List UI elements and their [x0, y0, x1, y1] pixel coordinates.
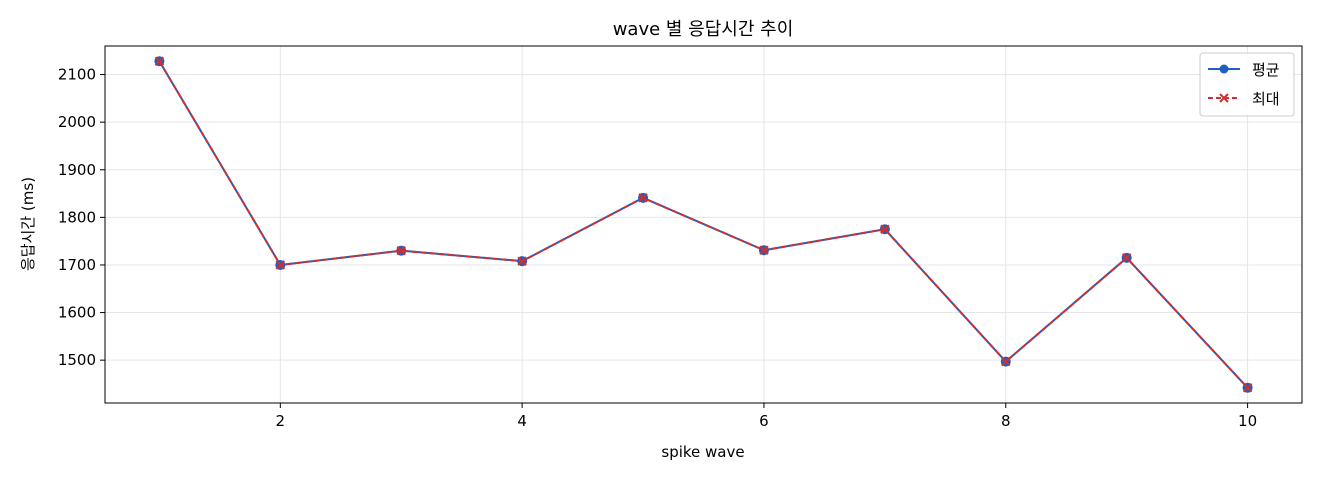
data-point-max [154, 56, 165, 66]
y-tick-label: 1900 [58, 161, 96, 179]
x-tick-label: 2 [276, 412, 286, 430]
x-axis-title: spike wave [661, 443, 744, 461]
x-tick-label: 4 [517, 412, 527, 430]
y-tick-label: 1600 [58, 304, 96, 322]
legend: 평균 최대 [1199, 52, 1295, 117]
data-point-max [1001, 356, 1011, 367]
grid-lines [105, 46, 1302, 403]
y-axis-title: 응답시간 (ms) [19, 177, 37, 271]
y-tick-label: 1500 [58, 351, 96, 369]
legend-marker-avg [1219, 64, 1229, 74]
y-tick-label: 2100 [58, 66, 96, 84]
series-layer [154, 56, 1253, 393]
data-point-max [517, 256, 527, 266]
series-line-avg [158, 60, 1249, 389]
data-point-max [759, 245, 769, 255]
data-point-max [1121, 253, 1132, 263]
y-tick-label: 1700 [58, 256, 96, 274]
data-point-max [880, 224, 890, 234]
legend-marker-max [1219, 93, 1229, 103]
y-tick-label: 1800 [58, 208, 96, 226]
x-tick-label: 8 [1001, 412, 1011, 430]
x-tick-label: 6 [759, 412, 769, 430]
legend-box [1199, 52, 1295, 117]
y-tick-label: 2000 [58, 113, 96, 131]
series-line-max [158, 60, 1249, 389]
x-tick-label: 10 [1238, 412, 1257, 430]
y-axis: 1500 1600 1700 1800 1900 2000 2100 [58, 66, 105, 369]
data-point-max [275, 260, 286, 270]
data-point-max [638, 193, 648, 203]
legend-label-max: 최대 [1252, 90, 1280, 108]
plot-area-frame [104, 45, 1303, 404]
x-axis: 2 4 6 8 10 [276, 403, 1257, 430]
data-point-max [1242, 383, 1253, 393]
chart-title: wave 별 응답시간 추이 [613, 19, 794, 40]
legend-label-avg: 평균 [1252, 61, 1280, 79]
data-point-max [396, 245, 406, 256]
